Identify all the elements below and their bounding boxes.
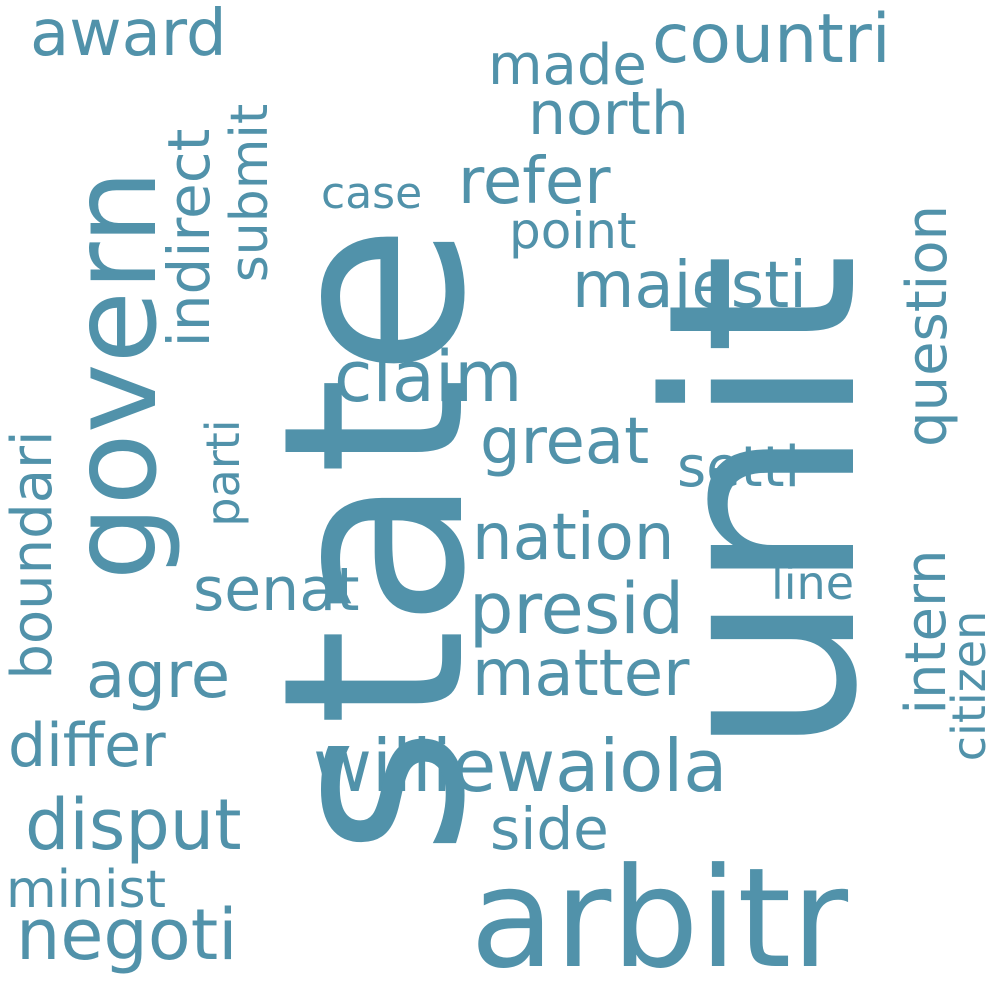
word-parti: parti — [196, 419, 250, 527]
word-arbitr: arbitr — [470, 838, 849, 999]
word-nation: nation — [472, 501, 675, 575]
word-citizen: citizen — [942, 610, 996, 762]
word-negoti: negoti — [16, 894, 238, 976]
word-line: line — [771, 556, 855, 610]
word-williewaiola: williewaiola — [313, 724, 728, 808]
word-countri: countri — [652, 0, 891, 79]
word-point: point — [509, 202, 637, 260]
word-case: case — [321, 168, 423, 219]
word-north: north — [528, 79, 689, 149]
word-great: great — [480, 405, 650, 479]
word-minist: minist — [6, 860, 166, 920]
word-state: state — [229, 223, 520, 857]
word-agre: agre — [86, 639, 231, 713]
word-unit: unit — [613, 253, 915, 757]
word-matter: matter — [472, 637, 690, 711]
word-side: side — [490, 795, 609, 863]
word-question: question — [895, 205, 960, 447]
word-made: made — [488, 33, 647, 98]
word-submit: submit — [220, 103, 280, 283]
word-boundari: boundari — [0, 430, 65, 680]
word-majesti: majesti — [572, 249, 807, 323]
word-settl: settl — [677, 435, 801, 500]
word-claim: claim — [334, 336, 523, 418]
word-indirect: indirect — [155, 128, 223, 348]
word-senat: senat — [193, 555, 360, 625]
word-refer: refer — [458, 145, 611, 219]
word-disput: disput — [25, 784, 242, 866]
word-differ: differ — [8, 711, 166, 781]
word-award: award — [30, 0, 227, 71]
word-presid: presid — [469, 568, 685, 650]
word-govern: govern — [45, 169, 183, 581]
